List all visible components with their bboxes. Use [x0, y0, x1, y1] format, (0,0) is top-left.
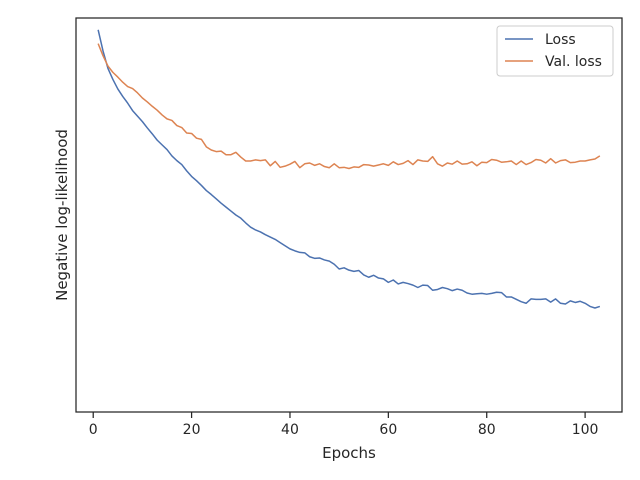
x-tick-label: 40 [281, 422, 299, 438]
legend-label-loss: Loss [545, 32, 576, 48]
plot-frame [75, 17, 623, 413]
x-tick-label: 80 [478, 422, 496, 438]
x-axis-label: Epochs [322, 444, 376, 462]
legend-label-val-loss: Val. loss [545, 54, 602, 70]
x-tick-label: 60 [379, 422, 397, 438]
series-layer [97, 29, 601, 309]
x-tick-label: 0 [89, 422, 98, 438]
x-axis-ticks: 0 20 40 60 80 100 [89, 412, 599, 438]
legend: Loss Val. loss [496, 25, 614, 77]
series-line-val-loss [97, 43, 601, 170]
x-tick-label: 100 [572, 422, 599, 438]
x-tick-label: 20 [183, 422, 201, 438]
plot-background [76, 18, 622, 412]
series-line-loss [97, 29, 601, 309]
y-axis-label: Negative log-likelihood [53, 129, 71, 301]
